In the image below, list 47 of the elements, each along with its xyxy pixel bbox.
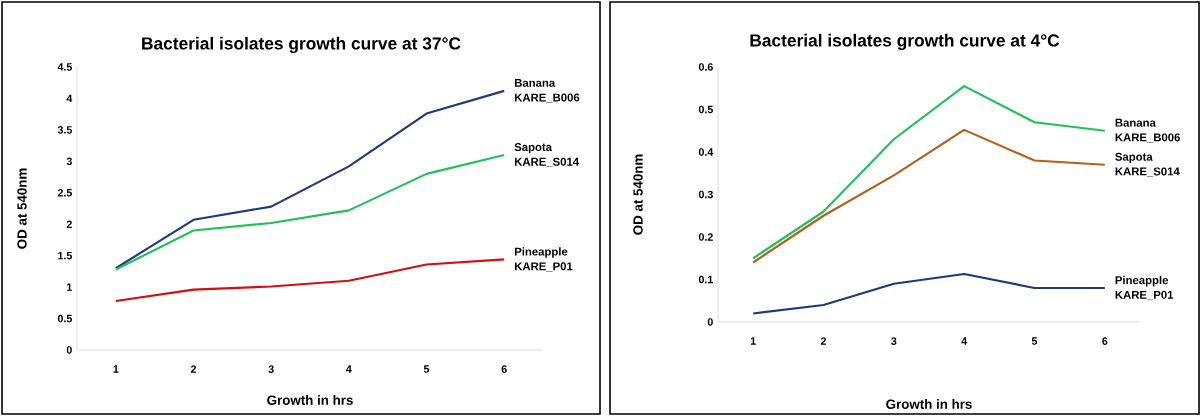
series-label: Pineapple KARE_P01	[1115, 275, 1174, 301]
y-tick-label: 1	[67, 283, 72, 291]
y-tick-label: 0.4	[698, 148, 714, 156]
y-tick-label: 0.5	[698, 105, 713, 114]
x-tick-label: 2	[190, 365, 197, 373]
line-series	[114, 153, 506, 271]
x-axis-title: Growth in hrs	[886, 399, 972, 409]
x-tick-label: 2	[820, 337, 827, 345]
line-series	[752, 272, 1106, 315]
x-tick-label: 6	[501, 365, 507, 373]
x-tick-label: 5	[1031, 337, 1038, 345]
line-series	[114, 258, 506, 302]
y-tick-label: 0.5	[57, 314, 72, 323]
y-tick-label: 4	[66, 94, 73, 103]
y-tick-label: 3	[66, 157, 72, 166]
series-label: Sapota KARE_S014	[1115, 152, 1180, 177]
y-tick-label: 0	[66, 346, 72, 354]
x-tick-label: 6	[1102, 337, 1108, 345]
x-tick-label: 4	[346, 365, 352, 373]
line-series	[752, 85, 1106, 260]
y-axis-title: OD at 540nm	[17, 168, 27, 249]
y-tick-label: 0	[707, 318, 713, 326]
x-tick-label: 1	[113, 365, 119, 373]
y-tick-label: 0.3	[698, 190, 713, 199]
series-label: Banana KARE_B006	[1115, 118, 1180, 143]
x-tick-label: 3	[891, 337, 897, 345]
y-tick-label: 2	[66, 220, 72, 228]
chart-title: Bacterial isolates growth curve at 37°C	[142, 36, 461, 54]
series-label: Banana KARE_B006	[514, 78, 580, 103]
x-tick-label: 4	[961, 337, 968, 345]
series-label: Sapota KARE_S014	[514, 143, 580, 168]
y-tick-label: 1.5	[58, 251, 72, 260]
chart-title: Bacterial isolates growth curve at 4°C	[750, 33, 1060, 51]
x-tick-label: 3	[268, 365, 274, 373]
y-tick-label: 4.5	[57, 63, 72, 71]
series-label: Pineapple KARE_P01	[514, 247, 573, 272]
y-axis-title: OD at 540nm	[633, 154, 643, 235]
x-tick-label: 5	[423, 365, 430, 373]
line-series	[114, 89, 506, 270]
y-tick-label: 0.1	[698, 275, 713, 284]
x-tick-label: 1	[750, 337, 756, 345]
y-tick-label: 2.5	[57, 188, 72, 197]
x-axis-title: Growth in hrs	[267, 395, 353, 405]
line-series	[752, 128, 1106, 264]
y-tick-label: 0.2	[698, 233, 713, 241]
y-tick-label: 0.6	[698, 63, 713, 71]
y-tick-label: 3.5	[57, 126, 72, 134]
